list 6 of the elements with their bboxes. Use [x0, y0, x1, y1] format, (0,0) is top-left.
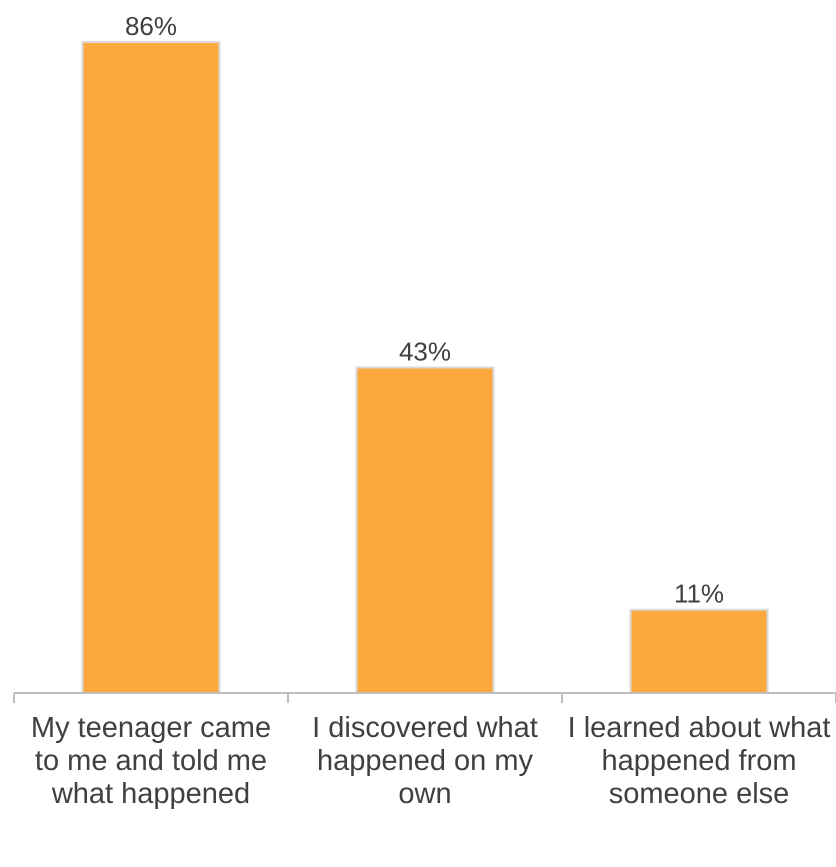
x-tick-label: I learned about what happened from someone else — [568, 712, 830, 810]
data-label: 11% — [674, 578, 724, 609]
data-label: 86% — [124, 11, 178, 41]
data-label: 43% — [398, 336, 452, 366]
x-tick-label: I discovered what happened on my own — [312, 712, 538, 810]
x-tick-label: My teenager came to me and told me what happened — [30, 712, 272, 810]
